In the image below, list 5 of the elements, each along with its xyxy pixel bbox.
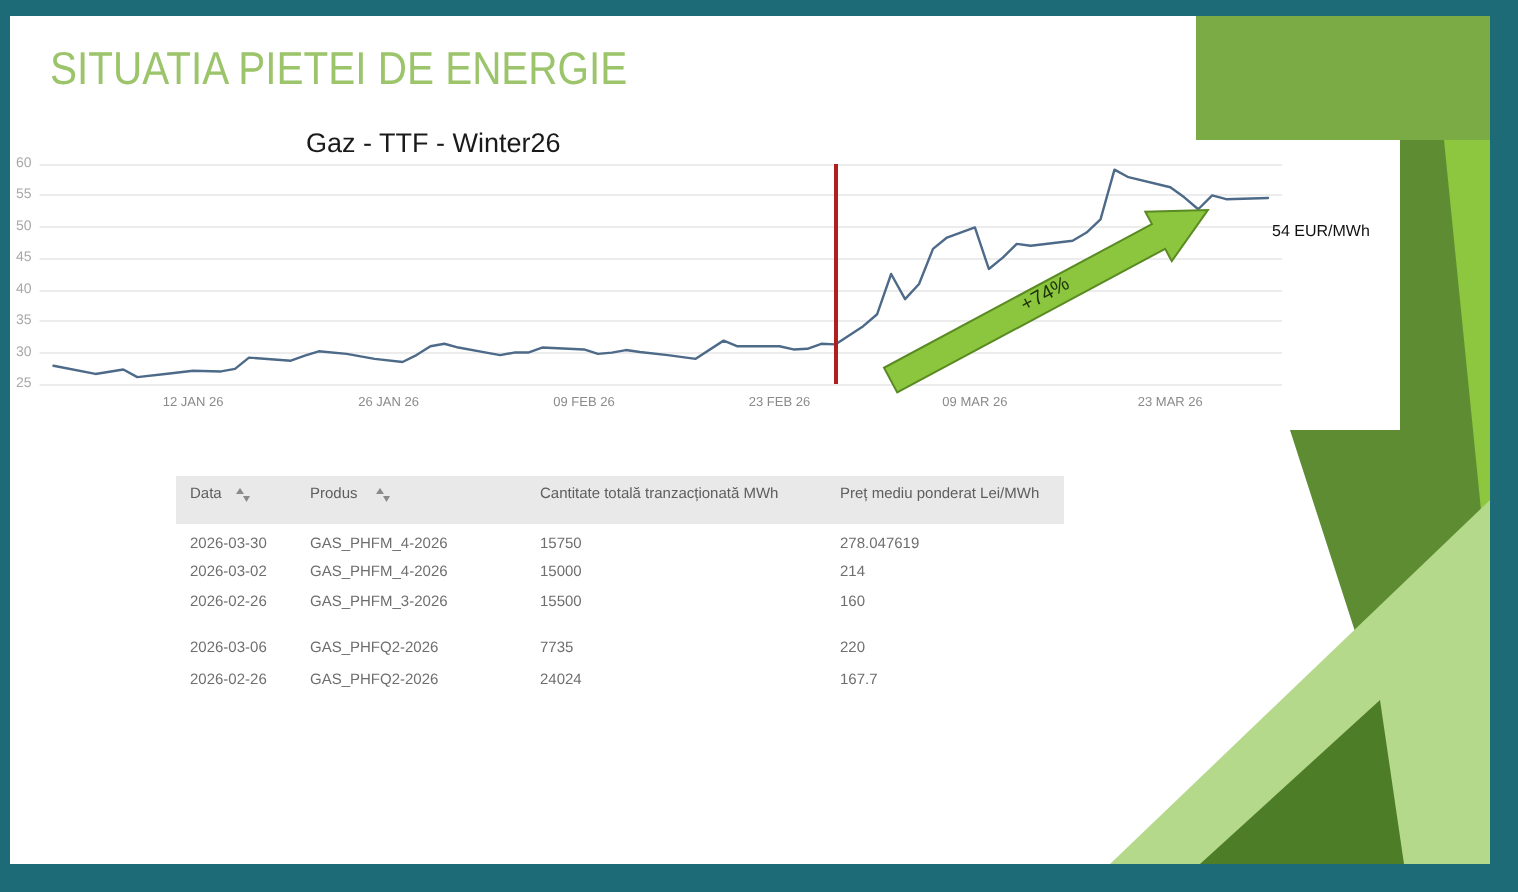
chart-subtitle: Gaz - TTF - Winter26 <box>306 128 561 158</box>
line-series <box>52 168 1270 379</box>
chart-title: SITUATIA PIETEI DE ENERGIE <box>50 42 628 94</box>
annotation: 54 EUR/MWh <box>1272 222 1370 240</box>
annotation: +74% <box>1017 273 1074 318</box>
